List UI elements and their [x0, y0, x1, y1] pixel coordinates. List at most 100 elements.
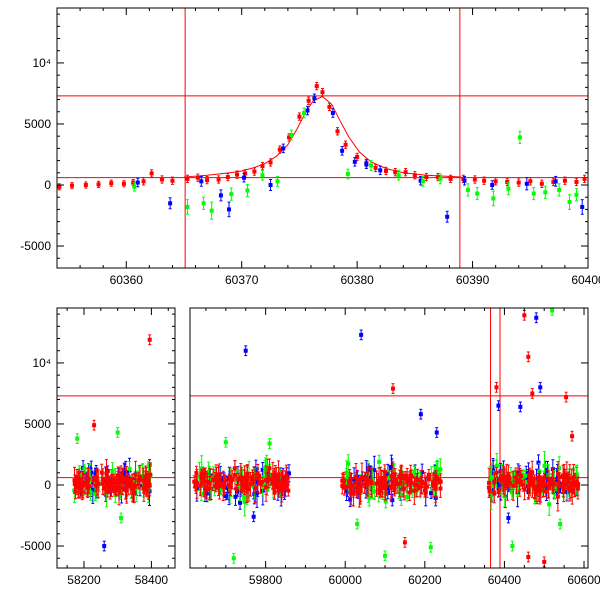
bottom-red-point: [72, 478, 77, 483]
bottom-red-point: [403, 475, 408, 480]
bottom-y-tick-label: -5000: [20, 539, 51, 553]
bottom-red-point: [492, 479, 497, 484]
bottom-green-point: [404, 494, 409, 499]
bottom-green-point: [228, 486, 233, 491]
bottom-red-point: [377, 479, 382, 484]
top-y-tick-label: 5000: [24, 117, 51, 131]
top-series-0-point: [403, 170, 408, 175]
bottom-red-point: [347, 480, 352, 485]
bottom-red-point: [194, 470, 199, 475]
bottom-outlier-point: [418, 412, 423, 417]
bottom-red-point: [547, 479, 552, 484]
top-series-2-point: [574, 192, 579, 197]
top-y-tick-label: 10⁴: [32, 56, 51, 70]
bottom-red-point: [345, 484, 350, 489]
bottom-red-point: [354, 475, 359, 480]
bottom-red-point: [365, 482, 370, 487]
bottom-red-point: [412, 488, 417, 493]
bottom-green-point: [523, 473, 528, 478]
bottom-green-point: [252, 475, 257, 480]
top-series-0-point: [195, 175, 200, 180]
bottom-red-point: [78, 485, 83, 490]
top-series-0-point: [393, 170, 398, 175]
bottom-red-point: [511, 483, 516, 488]
bottom-red-point: [105, 476, 110, 481]
top-x-tick-label: 60390: [456, 273, 490, 287]
bottom-red-point: [93, 483, 98, 488]
top-series-0-point: [355, 154, 360, 159]
top-series-0-point: [505, 179, 510, 184]
bottom-green-point: [206, 473, 211, 478]
bottom-green-point: [557, 466, 562, 471]
bottom-red-point: [232, 466, 237, 471]
bottom-red-point: [561, 485, 566, 490]
bottom-x-tick-label: 60000: [329, 573, 363, 587]
top-series-0-point: [268, 160, 273, 165]
bottom-x-tick-label: 59800: [249, 573, 283, 587]
bottom-blue-point: [367, 469, 372, 474]
bottom-blue-point: [238, 500, 243, 505]
top-series-1-point: [330, 110, 335, 115]
bottom-red-point: [279, 486, 284, 491]
bottom-red-point: [270, 481, 275, 486]
bottom-red-point: [199, 475, 204, 480]
top-series-2-point: [506, 186, 511, 191]
bottom-red-point: [99, 470, 104, 475]
bottom-blue-point: [558, 485, 563, 490]
bottom-red-point: [366, 478, 371, 483]
top-series-0-point: [216, 177, 221, 182]
bottom-y-tick-label: 10⁴: [32, 356, 51, 370]
bottom-red-point: [198, 483, 203, 488]
top-series-2-point: [201, 201, 206, 206]
bottom-red-point: [536, 486, 541, 491]
bottom-red-point: [85, 482, 90, 487]
bottom-blue-point: [84, 476, 89, 481]
top-series-2-point: [260, 173, 265, 178]
bottom-blue-point: [93, 471, 98, 476]
bottom-red-point: [120, 477, 125, 482]
top-series-1-point: [352, 159, 357, 164]
top-series-1-point: [490, 182, 495, 187]
bottom-red-point: [377, 488, 382, 493]
bottom-red-point: [216, 472, 221, 477]
bottom-red-point: [393, 478, 398, 483]
top-series-0-point: [373, 165, 378, 170]
bottom-red-point: [203, 470, 208, 475]
bottom-red-point: [556, 472, 561, 477]
top-y-tick-label: 0: [44, 178, 51, 192]
bottom-blue-point: [147, 462, 152, 467]
bottom-red-point: [73, 489, 78, 494]
top-series-2-point: [275, 179, 280, 184]
bottom-blue-point: [253, 467, 258, 472]
bottom-green-point: [113, 493, 118, 498]
bottom-green-point: [88, 478, 93, 483]
top-series-0-point: [574, 179, 579, 184]
bottom-red-point: [487, 489, 492, 494]
bottom-blue-point: [389, 465, 394, 470]
bottom-blue-point: [132, 477, 137, 482]
top-series-0-point: [141, 179, 146, 184]
bottom-red-point: [204, 485, 209, 490]
bottom-green-point: [370, 484, 375, 489]
bottom-red-point: [502, 475, 507, 480]
bottom-red-point: [242, 478, 247, 483]
bottom-red-point: [571, 486, 576, 491]
top-series-0-point: [70, 183, 75, 188]
top-series-2-point: [345, 172, 350, 177]
bottom-red-point: [397, 481, 402, 486]
bottom-green-point: [197, 474, 202, 479]
bottom-green-point: [127, 466, 132, 471]
bottom-red-point: [549, 482, 554, 487]
top-series-2-point: [302, 110, 307, 115]
top-series-2-point: [438, 176, 443, 181]
bottom-green-point: [199, 466, 204, 471]
bottom-red-point: [555, 494, 560, 499]
top-series-0-point: [260, 164, 265, 169]
bottom-red-point: [100, 481, 105, 486]
bottom-outlier-point: [434, 430, 439, 435]
top-series-0-point: [306, 98, 311, 103]
bottom-red-point: [222, 482, 227, 487]
bottom-green-point: [88, 490, 93, 495]
bottom-red-point: [148, 472, 153, 477]
